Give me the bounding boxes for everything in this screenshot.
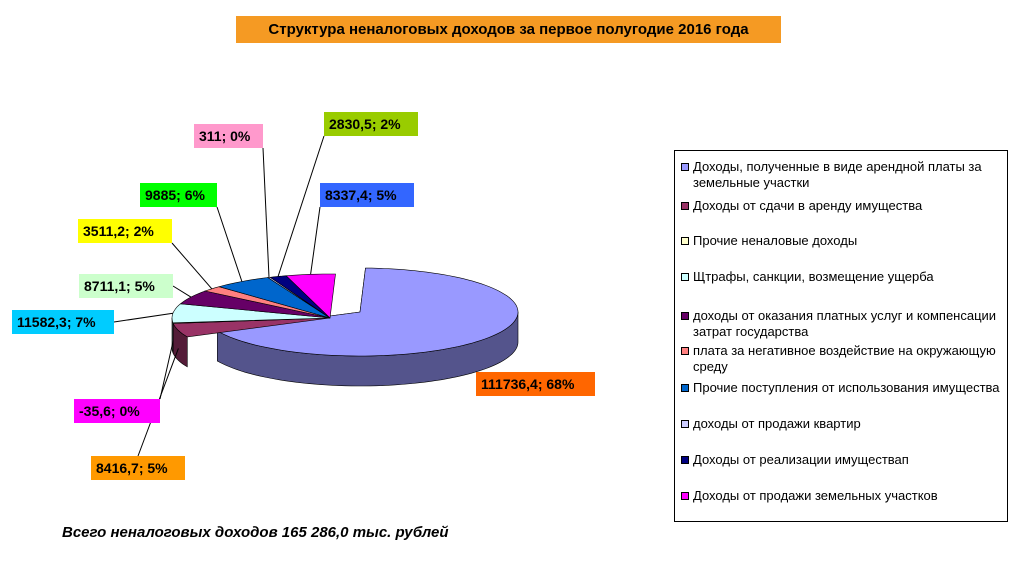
data-label-bg-6 — [140, 183, 217, 207]
legend-label-2: Прочие неналовые доходы — [693, 233, 858, 248]
data-label-2: -35,6; 0% — [74, 399, 160, 423]
data-label-7: 311; 0% — [194, 124, 263, 148]
legend-swatch-7 — [681, 420, 689, 428]
leader-line-5 — [171, 242, 213, 290]
legend-item-1: Доходы от сдачи в аренду имущества — [681, 198, 1003, 214]
legend-item-6: Прочие поступления от использования имущ… — [681, 380, 1003, 396]
pie-slice-1 — [172, 317, 331, 338]
legend-item-7: доходы от продажи квартир — [681, 416, 1003, 432]
legend-item-4: доходы от оказания платных услуг и компе… — [681, 308, 1003, 340]
total-note: Всего неналоговых доходов 165 286,0 тыс.… — [62, 524, 449, 541]
legend: Доходы, полученные в виде арендной платы… — [674, 150, 1008, 522]
data-label-bg-9 — [320, 183, 414, 207]
legend-label-3: Щтрафы, санкции, возмещение ущерба — [693, 269, 934, 284]
leader-line-7 — [262, 147, 270, 278]
legend-label-8: Доходы от реализации имуществап — [693, 452, 909, 467]
data-label-text-5: 3511,2; 2% — [83, 223, 154, 239]
legend-swatch-5 — [681, 347, 689, 355]
data-label-text-9: 8337,4; 5% — [325, 187, 397, 203]
legend-label-4: доходы от оказания платных услуг и компе… — [693, 308, 997, 339]
leader-line-4 — [172, 285, 192, 298]
data-label-text-0: 111736,4; 68% — [481, 376, 575, 392]
pie-tops — [171, 267, 519, 357]
legend-item-0: Доходы, полученные в виде арендной платы… — [681, 159, 1003, 191]
legend-label-6: Прочие поступления от использования имущ… — [693, 380, 1000, 395]
legend-item-8: Доходы от реализации имуществап — [681, 452, 1003, 468]
data-label-bg-8 — [324, 112, 418, 136]
data-label-5: 3511,2; 2% — [78, 219, 172, 243]
data-label-9: 8337,4; 5% — [320, 183, 414, 207]
pie-slice-0 — [216, 267, 519, 357]
data-label-bg-5 — [78, 219, 172, 243]
data-label-bg-3 — [12, 310, 114, 334]
data-label-1: 8416,7; 5% — [91, 456, 185, 480]
legend-swatch-2 — [681, 237, 689, 245]
data-label-3: 11582,3; 7% — [12, 310, 114, 334]
leader-lines — [113, 135, 325, 457]
data-label-4: 8711,1; 5% — [79, 274, 173, 298]
data-label-text-7: 311; 0% — [199, 128, 251, 144]
leader-line-9 — [310, 206, 321, 275]
legend-swatch-8 — [681, 456, 689, 464]
legend-label-1: Доходы от сдачи в аренду имущества — [693, 198, 923, 213]
data-label-text-3: 11582,3; 7% — [17, 314, 96, 330]
legend-swatch-6 — [681, 384, 689, 392]
data-label-bg-4 — [79, 274, 173, 298]
data-label-bg-7 — [194, 124, 263, 148]
data-label-0: 111736,4; 68% — [476, 372, 595, 396]
data-label-text-1: 8416,7; 5% — [96, 460, 168, 476]
leader-line-6 — [216, 206, 243, 282]
data-label-text-8: 2830,5; 2% — [329, 116, 401, 132]
legend-item-2: Прочие неналовые доходы — [681, 233, 1003, 249]
legend-label-7: доходы от продажи квартир — [693, 416, 861, 431]
leader-line-8 — [277, 135, 325, 277]
legend-label-5: плата за негативное воздействие на окруж… — [693, 343, 996, 374]
data-label-8: 2830,5; 2% — [324, 112, 418, 136]
data-label-text-6: 9885; 6% — [145, 187, 205, 203]
chart-title: Структура неналоговых доходов за первое … — [236, 16, 781, 43]
data-label-bg-2 — [74, 399, 160, 423]
legend-item-5: плата за негативное воздействие на окруж… — [681, 343, 1003, 375]
legend-item-9: Доходы от продажи земельных участков — [681, 488, 1003, 504]
legend-label-9: Доходы от продажи земельных участков — [693, 488, 938, 503]
legend-swatch-0 — [681, 163, 689, 171]
legend-swatch-3 — [681, 273, 689, 281]
data-label-bg-1 — [91, 456, 185, 480]
pie-slice-4 — [179, 290, 331, 319]
legend-label-0: Доходы, полученные в виде арендной платы… — [693, 159, 982, 190]
data-label-bg-0 — [476, 372, 595, 396]
legend-swatch-1 — [681, 202, 689, 210]
data-labels: 111736,4; 68% 8416,7; 5% -35,6; 0% 11582,3;… — [12, 112, 595, 480]
data-label-text-4: 8711,1; 5% — [84, 278, 155, 294]
data-label-6: 9885; 6% — [140, 183, 217, 207]
legend-item-3: Щтрафы, санкции, возмещение ущерба — [681, 269, 1003, 285]
leader-line-2 — [159, 341, 174, 400]
data-label-text-2: -35,6; 0% — [79, 403, 140, 419]
legend-swatch-4 — [681, 312, 689, 320]
legend-swatch-9 — [681, 492, 689, 500]
leader-line-3 — [113, 312, 174, 323]
